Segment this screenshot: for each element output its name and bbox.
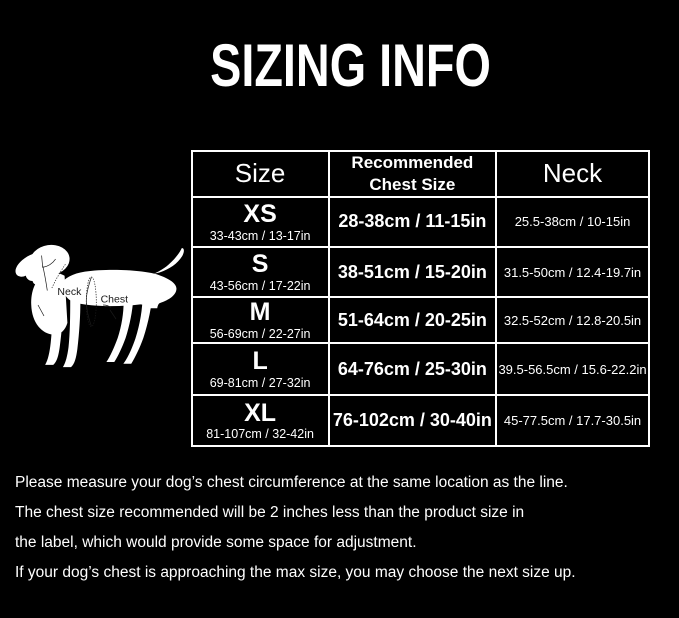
svg-text:Chest: Chest xyxy=(101,294,129,306)
svg-text:Neck: Neck xyxy=(57,286,82,298)
